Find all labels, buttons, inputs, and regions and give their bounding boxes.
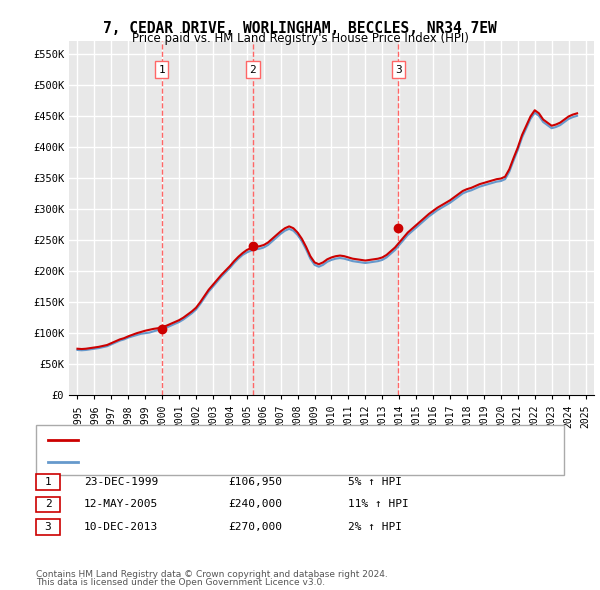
Text: 1: 1 [44,477,52,487]
Text: 5% ↑ HPI: 5% ↑ HPI [348,477,402,487]
Text: 12-MAY-2005: 12-MAY-2005 [84,500,158,509]
Text: Price paid vs. HM Land Registry's House Price Index (HPI): Price paid vs. HM Land Registry's House … [131,32,469,45]
Text: 1: 1 [158,65,165,74]
Text: 2: 2 [44,500,52,509]
Text: Contains HM Land Registry data © Crown copyright and database right 2024.: Contains HM Land Registry data © Crown c… [36,570,388,579]
Text: £106,950: £106,950 [228,477,282,487]
Text: This data is licensed under the Open Government Licence v3.0.: This data is licensed under the Open Gov… [36,578,325,587]
Text: £240,000: £240,000 [228,500,282,509]
Text: 3: 3 [44,522,52,532]
Text: 7, CEDAR DRIVE, WORLINGHAM, BECCLES, NR34 7EW (detached house): 7, CEDAR DRIVE, WORLINGHAM, BECCLES, NR3… [84,435,472,444]
Text: 7, CEDAR DRIVE, WORLINGHAM, BECCLES, NR34 7EW: 7, CEDAR DRIVE, WORLINGHAM, BECCLES, NR3… [103,21,497,35]
Text: 10-DEC-2013: 10-DEC-2013 [84,522,158,532]
Text: 3: 3 [395,65,401,74]
Text: 11% ↑ HPI: 11% ↑ HPI [348,500,409,509]
Text: 2: 2 [250,65,256,74]
Text: 23-DEC-1999: 23-DEC-1999 [84,477,158,487]
Text: HPI: Average price, detached house, East Suffolk: HPI: Average price, detached house, East… [84,457,384,467]
Text: 2% ↑ HPI: 2% ↑ HPI [348,522,402,532]
Text: £270,000: £270,000 [228,522,282,532]
